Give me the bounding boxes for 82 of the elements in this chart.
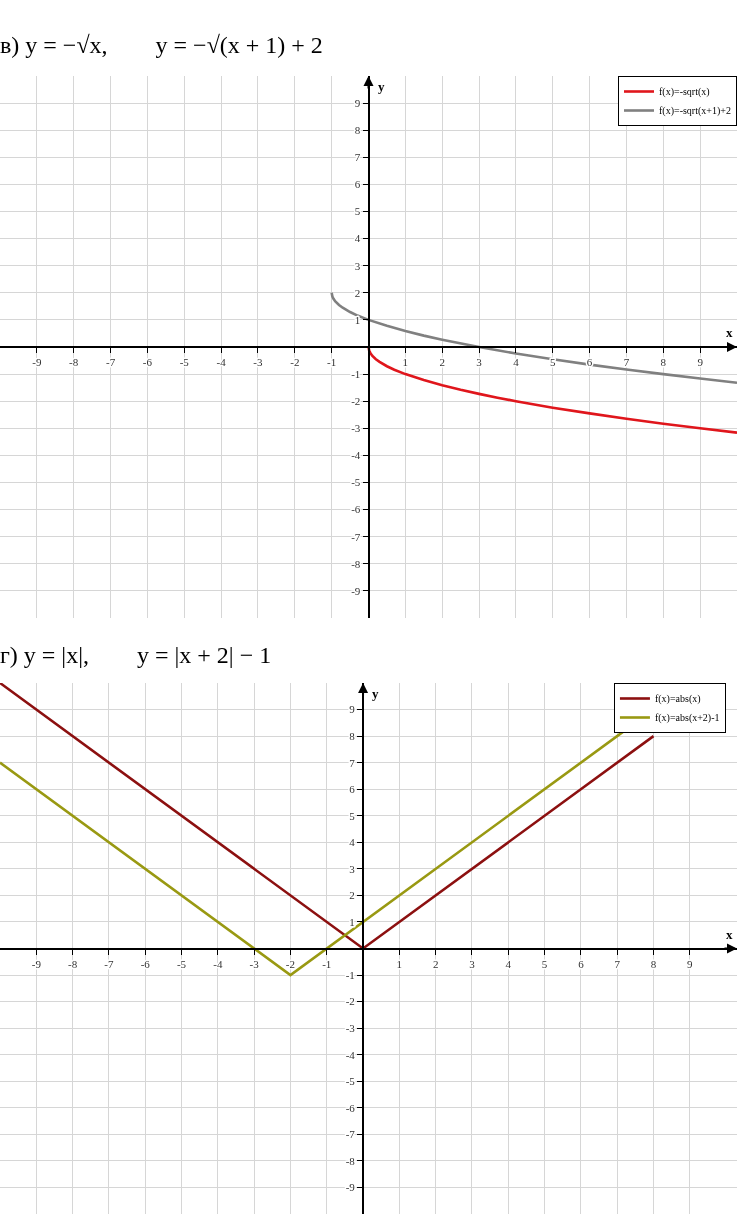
y-tick-label: 3 <box>349 862 356 875</box>
x-tick-label: 4 <box>513 356 520 369</box>
y-tick-label: -3 <box>351 422 361 435</box>
x-tick-label: 1 <box>396 957 403 970</box>
y-tick-label: 5 <box>354 205 361 218</box>
x-tick-label: -6 <box>142 356 153 369</box>
y-axis-title: y <box>372 686 379 701</box>
x-tick-label: -8 <box>69 356 79 369</box>
legend-label: f(x)=-sqrt(x) <box>659 86 710 99</box>
x-tick-label: -1 <box>327 356 337 369</box>
x-tick-label: 9 <box>687 957 694 970</box>
y-tick-label: -9 <box>345 1181 356 1194</box>
x-tick-label: 8 <box>660 356 667 369</box>
y-tick-label: 1 <box>354 313 361 326</box>
x-tick-label: 3 <box>469 957 476 970</box>
x-tick-label: -4 <box>216 356 227 369</box>
y-tick-label: 2 <box>349 889 355 902</box>
y-tick-label: -8 <box>345 1154 356 1167</box>
x-tick-label: 6 <box>578 957 585 970</box>
y-tick-label: -4 <box>351 449 361 462</box>
x-tick-label: -2 <box>290 356 300 369</box>
x-tick-label: 3 <box>476 356 483 369</box>
x-tick-label: -7 <box>105 356 116 369</box>
y-tick-label: 4 <box>354 232 361 245</box>
x-tick-label: 8 <box>650 957 657 970</box>
x-tick-label: -3 <box>249 957 260 970</box>
y-tick-label: 7 <box>354 151 361 164</box>
legend-label: f(x)=abs(x) <box>654 693 701 706</box>
y-tick-label: 2 <box>354 286 361 299</box>
x-tick-label: -2 <box>285 957 296 970</box>
y-tick-label: -7 <box>351 530 361 543</box>
y-tick-label: -2 <box>351 395 361 408</box>
y-tick-label: -3 <box>345 1022 356 1034</box>
x-tick-label: -1 <box>322 957 332 970</box>
chart-title: г) y = |x|, y = |x + 2| − 1 <box>0 642 272 669</box>
y-tick-label: 6 <box>354 178 361 191</box>
x-tick-label: 1 <box>402 356 409 369</box>
x-tick-label: -3 <box>253 356 264 369</box>
y-tick-label: 1 <box>349 915 355 928</box>
x-tick-label: -5 <box>176 957 187 970</box>
y-tick-label: -1 <box>351 367 361 380</box>
y-tick-label: -5 <box>345 1075 356 1088</box>
y-tick-label: 3 <box>354 259 361 272</box>
y-tick-label: 5 <box>349 809 356 822</box>
x-tick-label: 2 <box>432 957 439 970</box>
y-tick-label: -7 <box>345 1128 356 1141</box>
x-tick-label: -7 <box>104 957 114 970</box>
y-tick-label: 8 <box>349 729 356 742</box>
y-tick-label: 7 <box>349 756 356 769</box>
x-tick-label: -9 <box>32 356 42 369</box>
x-tick-label: 5 <box>550 356 556 369</box>
x-axis-title: x <box>726 927 733 942</box>
x-axis-title: x <box>726 325 733 340</box>
legend-label: f(x)=-sqrt(x+1)+2 <box>659 105 731 118</box>
line-series <box>367 345 737 434</box>
x-tick-label: 4 <box>505 957 512 970</box>
x-tick-label: 2 <box>439 356 445 369</box>
y-tick-label: 9 <box>354 96 361 109</box>
y-tick-label: -2 <box>345 995 355 1008</box>
x-tick-label: 5 <box>541 957 548 970</box>
x-tick-label: -5 <box>179 356 190 369</box>
legend-label: f(x)=abs(x+2)-1 <box>654 712 720 725</box>
y-tick-label: -5 <box>351 476 361 489</box>
y-tick-label: -4 <box>345 1048 356 1061</box>
x-tick-label: 9 <box>697 356 704 369</box>
y-tick-label: -6 <box>351 503 361 516</box>
y-tick-label: 4 <box>349 836 356 849</box>
y-tick-label: -9 <box>351 584 361 597</box>
y-tick-label: -8 <box>351 557 361 570</box>
y-axis-title: y <box>378 79 385 94</box>
y-tick-label: -6 <box>345 1101 356 1114</box>
x-tick-label: 7 <box>614 957 621 970</box>
x-tick-label: -4 <box>213 957 223 970</box>
y-tick-label: 9 <box>349 703 356 716</box>
y-tick-label: 8 <box>354 124 361 137</box>
y-tick-label: -1 <box>345 968 355 981</box>
x-tick-label: -9 <box>31 957 42 970</box>
chart-title: в) y = −√x, y = −√(x + 1) + 2 <box>0 32 323 59</box>
x-tick-label: -8 <box>68 957 78 970</box>
x-tick-label: 7 <box>623 356 630 369</box>
y-tick-label: 6 <box>349 783 356 796</box>
x-tick-label: -6 <box>140 957 151 970</box>
